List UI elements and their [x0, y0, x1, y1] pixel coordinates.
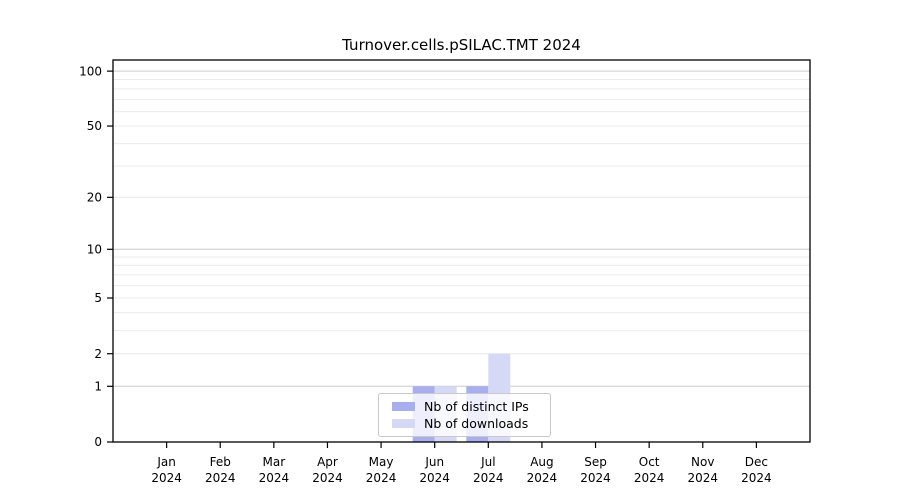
y-tick-label: 10 [87, 243, 102, 257]
y-tick-label: 0 [94, 435, 102, 449]
x-tick-label-month: Dec [745, 455, 768, 469]
x-tick-label-month: Jul [480, 455, 495, 469]
x-tick-label-year: 2024 [741, 471, 772, 485]
x-tick-label-month: Mar [263, 455, 286, 469]
legend-label-distinct-ips: Nb of distinct IPs [424, 398, 529, 414]
legend: Nb of distinct IPs Nb of downloads [378, 393, 551, 437]
legend-item-downloads: Nb of downloads [379, 416, 550, 431]
legend-item-distinct-ips: Nb of distinct IPs [379, 399, 550, 414]
legend-label-downloads: Nb of downloads [424, 416, 529, 432]
y-tick-label: 20 [87, 191, 102, 205]
x-tick-label-month: Jun [424, 455, 444, 469]
x-tick-label-year: 2024 [259, 471, 290, 485]
x-tick-label-month: Feb [210, 455, 231, 469]
x-tick-label-month: May [369, 455, 394, 469]
axes-frame [112, 59, 811, 443]
y-tick-label: 100 [79, 64, 102, 78]
x-tick-label-month: Sep [584, 455, 607, 469]
y-tick-label: 1 [94, 379, 102, 393]
legend-swatch-distinct-ips [392, 401, 415, 411]
x-tick-label-year: 2024 [151, 471, 182, 485]
x-tick-label-month: Apr [317, 455, 338, 469]
x-tick-label-year: 2024 [580, 471, 611, 485]
x-tick-label-month: Jan [156, 455, 176, 469]
x-tick-label-month: Oct [639, 455, 660, 469]
x-tick-label-month: Aug [530, 455, 553, 469]
legend-swatch-downloads [392, 419, 415, 429]
x-tick-label-year: 2024 [473, 471, 504, 485]
x-tick-label-year: 2024 [527, 471, 558, 485]
x-tick-label-year: 2024 [634, 471, 665, 485]
x-tick-label-year: 2024 [419, 471, 450, 485]
y-tick-label: 2 [94, 347, 102, 361]
x-tick-label-year: 2024 [687, 471, 718, 485]
y-tick-label: 50 [87, 119, 102, 133]
x-tick-label-year: 2024 [366, 471, 397, 485]
y-tick-label: 5 [94, 291, 102, 305]
x-tick-label-year: 2024 [312, 471, 343, 485]
chart-title: Turnover.cells.pSILAC.TMT 2024 [342, 36, 581, 54]
x-tick-label-month: Nov [691, 455, 714, 469]
x-tick-label-year: 2024 [205, 471, 236, 485]
